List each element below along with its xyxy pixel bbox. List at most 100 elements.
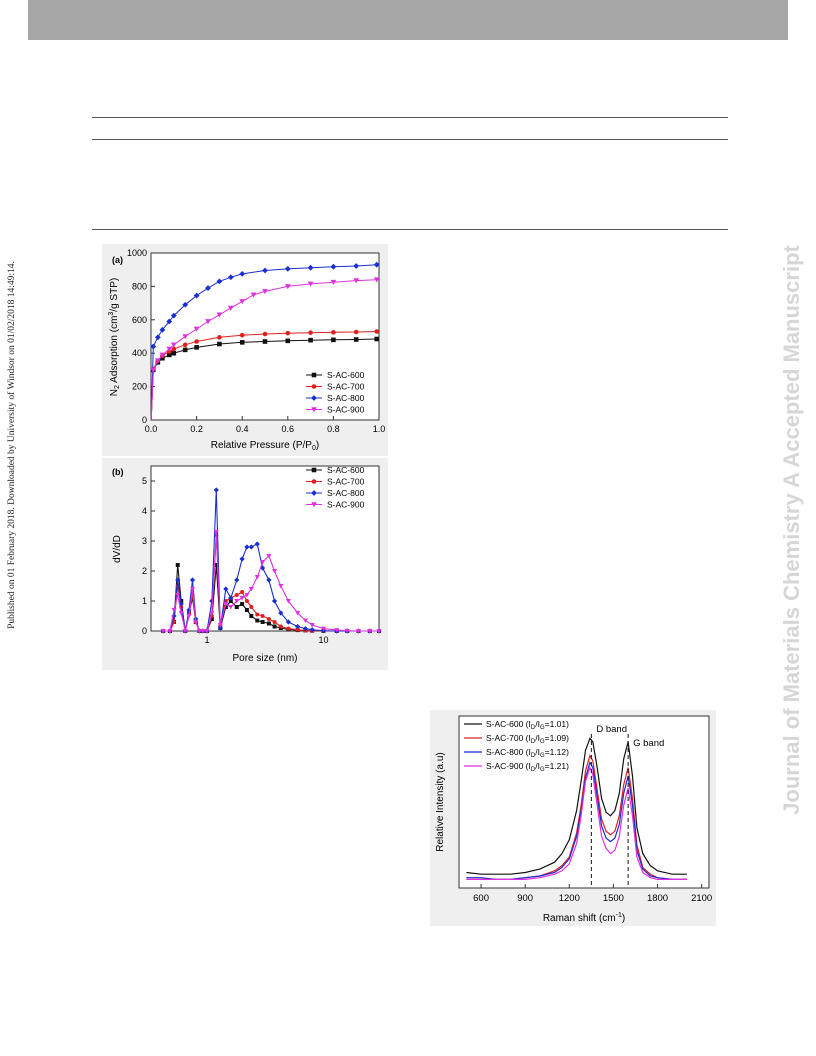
- chart-b-data-point: [178, 611, 184, 616]
- journal-watermark-text: Journal of Materials Chemistry A Accepte…: [779, 245, 804, 815]
- chart-a-data-point: [285, 330, 291, 336]
- chart-a-data-point: [353, 329, 359, 335]
- chart-b-data-point: [286, 626, 291, 631]
- chart-a-data-point: [373, 277, 380, 283]
- chart-a-legend-marker: [311, 384, 317, 389]
- chart-b-data-point: [260, 620, 265, 624]
- chart-a-legend-marker: [311, 372, 317, 378]
- chart-b-data-point: [244, 593, 250, 598]
- chart-a-data-point: [262, 339, 268, 344]
- chart-a-data-point: [262, 267, 268, 274]
- chart-a-data-point: [330, 279, 337, 286]
- chart-b-data-point: [295, 623, 301, 630]
- chart-b-data-point: [171, 608, 177, 613]
- chart-b-series: [160, 487, 382, 634]
- chart-b-data-point: [217, 623, 223, 628]
- chart-b-data-point: [260, 560, 266, 565]
- chart-b-data-point: [295, 611, 301, 616]
- chart-a-series: [150, 261, 380, 421]
- chart-a-xtick-label: 0.2: [190, 424, 203, 434]
- table-rule-bottom: [92, 229, 728, 230]
- chart-b-data-point: [344, 628, 350, 634]
- chart-a-data-point: [373, 261, 380, 268]
- chart-a-data-point: [353, 278, 359, 284]
- chart-b-data-point: [255, 618, 260, 623]
- chart-b-data-point: [255, 612, 260, 617]
- chart-b-data-point: [244, 608, 249, 612]
- chart-a-legend-label: S-AC-700: [327, 382, 365, 392]
- chart-b-data-point: [278, 584, 284, 589]
- chart-b-data-point: [285, 599, 291, 604]
- chart-a-data-point: [374, 329, 380, 334]
- chart-a-data-point: [239, 340, 245, 345]
- chart-c-axes: 600 900 1200 1500 1800 2100: [473, 884, 712, 904]
- chart-a-data-point: [330, 263, 337, 270]
- table-rule-top: [92, 117, 728, 118]
- chart-b-data-point: [272, 569, 278, 574]
- chart-b-data-point: [234, 599, 240, 604]
- chart-a-ylabel: N2 Adsorption (cm3/g STP): [108, 278, 121, 396]
- chart-b-data-point: [204, 629, 210, 634]
- chart-c-legend-label: S-AC-900 (ID/IG=1.21): [486, 761, 569, 773]
- chart-c-xtick-label: 1200: [559, 893, 580, 904]
- chart-a-data-point: [150, 367, 157, 373]
- chart-a-data-point: [194, 339, 199, 344]
- chart-b-data-point: [228, 599, 233, 603]
- chart-b-data-point: [295, 627, 300, 632]
- chart-c-xtick-label: 2100: [691, 893, 712, 904]
- raman-chart: 600 900 1200 1500 1800 2100 D band G band Rama…: [430, 710, 716, 926]
- chart-b-data-point: [209, 617, 214, 621]
- chart-a-xlabel: Relative Pressure (P/P0): [211, 440, 319, 452]
- chart-a-data-point: [228, 305, 234, 311]
- chart-b-data-point: [223, 602, 229, 607]
- chart-a-axes: 0.0 0.2 0.4 0.6 0.8 1.0 0 200 400 600 800 1000: [127, 248, 385, 434]
- chart-c-xtick-label: 1800: [647, 893, 668, 904]
- pore-size-chart: 1 10 0 1 2 3 4 5 (b) Pore size (nm) dV/dD S-AC-…: [102, 458, 388, 670]
- chart-a-data-point: [217, 341, 222, 347]
- chart-c-series-line: [466, 737, 687, 875]
- chart-b-data-point: [175, 593, 181, 598]
- chart-a-data-point: [166, 352, 172, 358]
- chart-a-data-point: [307, 281, 314, 287]
- chart-b-data-point: [239, 556, 245, 562]
- chart-b-data-point: [234, 593, 239, 597]
- chart-a-data-point: [150, 343, 157, 350]
- chart-a-data-point: [194, 345, 199, 350]
- chart-b-ytick-label: 4: [142, 506, 147, 516]
- chart-b-data-point: [213, 487, 219, 493]
- chart-b-plot-area: [150, 465, 380, 632]
- journal-watermark: Journal of Materials Chemistry A Accepte…: [772, 140, 812, 920]
- chart-b-legend-label: S-AC-600: [327, 465, 365, 475]
- chart-b-data-point: [167, 629, 173, 634]
- chart-c-series: [466, 737, 687, 880]
- chart-a-legend-marker: [311, 407, 317, 413]
- chart-b-data-point: [209, 611, 215, 616]
- chart-b-data-point: [367, 629, 373, 634]
- chart-a-data-point: [216, 312, 223, 318]
- chart-a-data-point: [205, 319, 211, 325]
- chart-b-data-point: [217, 625, 223, 631]
- chart-b-axes: 1 10 0 1 2 3 4 5: [142, 476, 328, 645]
- chart-c-band-label: D band: [596, 724, 627, 735]
- chart-a-ytick-label: 400: [132, 348, 147, 358]
- chart-b-data-point: [249, 605, 254, 609]
- chart-a-ytick-label: 200: [132, 382, 147, 392]
- chart-b-data-point: [213, 530, 219, 535]
- chart-a-data-point: [182, 334, 188, 340]
- chart-c-ylabel: Relative Intensity (a.u): [435, 752, 446, 852]
- chart-c-legend-label: S-AC-700 (ID/IG=1.09): [486, 733, 569, 745]
- chart-b-data-point: [278, 624, 283, 629]
- chart-a-data-point: [331, 330, 336, 335]
- chart-a-data-point: [308, 337, 313, 343]
- chart-b-legend-marker: [311, 479, 317, 484]
- chart-a-data-point: [154, 334, 161, 341]
- chart-a-legend-label: S-AC-600: [327, 370, 365, 380]
- chart-a-data-point: [160, 355, 165, 361]
- chart-b-xtick-label: 1: [205, 635, 210, 645]
- chart-b-data-point: [200, 629, 206, 634]
- chart-c-xlabel: Raman shift (cm-1): [543, 912, 625, 924]
- chart-a-data-point: [262, 289, 268, 295]
- chart-a-data-point: [182, 301, 189, 308]
- chart-b-data-point: [223, 605, 228, 609]
